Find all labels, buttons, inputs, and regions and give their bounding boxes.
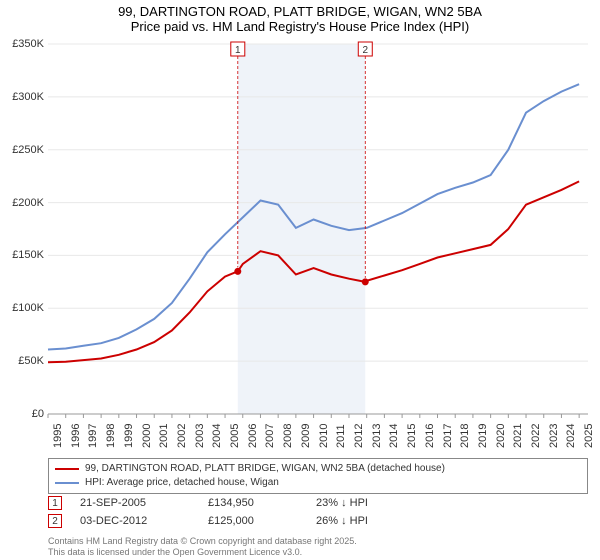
- x-tick-label: 2020: [495, 424, 507, 448]
- x-tick-label: 2011: [335, 424, 347, 448]
- footer-line1: Contains HM Land Registry data © Crown c…: [48, 536, 588, 547]
- sale-point: [362, 278, 369, 285]
- legend-label: HPI: Average price, detached house, Wiga…: [85, 476, 279, 490]
- legend-row: 99, DARTINGTON ROAD, PLATT BRIDGE, WIGAN…: [55, 462, 581, 476]
- x-tick-label: 2022: [530, 424, 542, 448]
- x-tick-label: 2000: [141, 424, 153, 448]
- y-tick-label: £250K: [12, 144, 44, 156]
- x-tick-label: 1995: [52, 424, 64, 448]
- x-tick-label: 2002: [176, 424, 188, 448]
- x-tick-label: 2018: [459, 424, 471, 448]
- x-tick-label: 2003: [194, 424, 206, 448]
- sales-table: 1 21-SEP-2005 £134,950 23% ↓ HPI 2 03-DEC-201…: [48, 494, 588, 530]
- x-tick-label: 2024: [565, 424, 577, 448]
- title-subtitle: Price paid vs. HM Land Registry's House …: [0, 19, 600, 34]
- sale-hpi-diff: 23% ↓ HPI: [316, 497, 416, 509]
- x-tick-label: 2015: [406, 424, 418, 448]
- x-tick-label: 2004: [211, 424, 223, 448]
- sale-number-box: 1: [48, 496, 62, 510]
- y-tick-label: £50K: [18, 355, 44, 367]
- x-tick-label: 2013: [371, 424, 383, 448]
- sale-price: £134,950: [208, 497, 298, 509]
- x-tick-label: 2012: [353, 424, 365, 448]
- x-tick-label: 1999: [123, 424, 135, 448]
- legend: 99, DARTINGTON ROAD, PLATT BRIDGE, WIGAN…: [48, 458, 588, 494]
- sale-hpi-diff: 26% ↓ HPI: [316, 515, 416, 527]
- y-tick-label: £0: [32, 408, 44, 420]
- sale-number-box: 2: [48, 514, 62, 528]
- x-axis-labels: 1995 1996 1997 1998 1999 2000 2001 2002 2003 2004…: [48, 416, 588, 456]
- sale-marker-label: 1: [235, 45, 241, 56]
- y-axis-labels: £0£50K£100K£150K£200K£250K£300K£350K: [0, 44, 46, 414]
- x-tick-label: 2010: [318, 424, 330, 448]
- sales-row: 2 03-DEC-2012 £125,000 26% ↓ HPI: [48, 512, 588, 530]
- chart-svg: 12: [48, 44, 588, 414]
- sale-point: [234, 268, 241, 275]
- x-tick-label: 2023: [548, 424, 560, 448]
- chart-titles: 99, DARTINGTON ROAD, PLATT BRIDGE, WIGAN…: [0, 0, 600, 34]
- legend-label: 99, DARTINGTON ROAD, PLATT BRIDGE, WIGAN…: [85, 462, 445, 476]
- x-tick-label: 1998: [105, 424, 117, 448]
- chart-container: 99, DARTINGTON ROAD, PLATT BRIDGE, WIGAN…: [0, 0, 600, 560]
- x-tick-label: 2025: [583, 424, 595, 448]
- x-tick-label: 2019: [477, 424, 489, 448]
- sale-marker-label: 2: [362, 45, 368, 56]
- footer-line2: This data is licensed under the Open Gov…: [48, 547, 588, 558]
- legend-row: HPI: Average price, detached house, Wiga…: [55, 476, 581, 490]
- sale-price: £125,000: [208, 515, 298, 527]
- x-tick-label: 2005: [229, 424, 241, 448]
- y-tick-label: £350K: [12, 38, 44, 50]
- x-tick-label: 2009: [300, 424, 312, 448]
- sales-row: 1 21-SEP-2005 £134,950 23% ↓ HPI: [48, 494, 588, 512]
- x-tick-label: 2007: [264, 424, 276, 448]
- x-tick-label: 2014: [388, 424, 400, 448]
- y-tick-label: £200K: [12, 197, 44, 209]
- sale-date: 03-DEC-2012: [80, 515, 190, 527]
- x-tick-label: 2001: [158, 424, 170, 448]
- x-tick-label: 2017: [442, 424, 454, 448]
- x-tick-label: 1997: [87, 424, 99, 448]
- x-tick-label: 2008: [282, 424, 294, 448]
- y-tick-label: £150K: [12, 249, 44, 261]
- y-tick-label: £100K: [12, 302, 44, 314]
- x-tick-label: 2006: [247, 424, 259, 448]
- plot-area: 12: [48, 44, 588, 414]
- x-tick-label: 2021: [512, 424, 524, 448]
- legend-swatch: [55, 482, 79, 484]
- x-tick-label: 2016: [424, 424, 436, 448]
- y-tick-label: £300K: [12, 91, 44, 103]
- title-address: 99, DARTINGTON ROAD, PLATT BRIDGE, WIGAN…: [0, 4, 600, 19]
- legend-swatch: [55, 468, 79, 470]
- x-tick-label: 1996: [70, 424, 82, 448]
- sale-date: 21-SEP-2005: [80, 497, 190, 509]
- footer-attribution: Contains HM Land Registry data © Crown c…: [48, 536, 588, 558]
